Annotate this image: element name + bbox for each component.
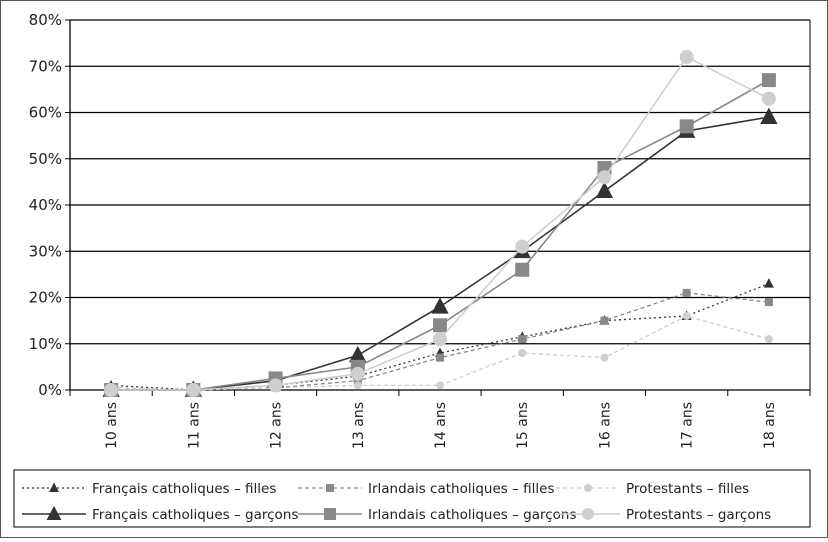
legend: Français catholiques – filles Irlandais c… [14, 470, 810, 527]
y-tick-label: 40% [29, 196, 62, 214]
marker-circle [436, 381, 444, 389]
marker-circle [762, 92, 776, 106]
marker-circle [186, 383, 200, 397]
marker-square [324, 508, 336, 520]
marker-square [515, 263, 529, 277]
marker-circle [433, 332, 447, 346]
marker-square [680, 119, 694, 133]
y-tick-label: 30% [29, 242, 62, 260]
marker-circle [518, 349, 526, 357]
legend-label: Français catholiques – filles [92, 481, 276, 497]
y-tick-label: 80% [29, 11, 62, 29]
marker-square [762, 73, 776, 87]
x-tick-label: 17 ans [680, 402, 696, 449]
x-tick-label: 15 ans [515, 402, 531, 449]
marker-square [765, 298, 773, 306]
marker-square [518, 335, 526, 343]
legend-label: Protestants – garçons [626, 507, 771, 523]
marker-circle [584, 484, 592, 492]
x-tick-label: 18 ans [762, 402, 778, 449]
marker-circle [351, 367, 365, 381]
marker-circle [597, 170, 611, 184]
x-tick-label: 13 ans [351, 402, 367, 449]
x-tick-label: 12 ans [269, 402, 285, 449]
marker-circle [515, 240, 529, 254]
marker-circle [269, 378, 283, 392]
y-tick-label: 70% [29, 57, 62, 75]
legend-label: Protestants – filles [626, 481, 749, 497]
y-tick-label: 50% [29, 150, 62, 168]
marker-circle [600, 354, 608, 362]
y-tick-label: 0% [38, 381, 62, 399]
marker-square [436, 354, 444, 362]
y-tick-label: 60% [29, 104, 62, 122]
marker-circle [680, 50, 694, 64]
marker-circle [582, 508, 594, 520]
legend-label: Irlandais catholiques – garçons [368, 507, 577, 523]
marker-square [433, 318, 447, 332]
x-tick-label: 11 ans [186, 402, 202, 449]
x-tick-label: 16 ans [597, 402, 613, 449]
y-tick-label: 10% [29, 335, 62, 353]
y-tick-label: 20% [29, 289, 62, 307]
x-tick-label: 14 ans [433, 402, 449, 449]
marker-circle [354, 381, 362, 389]
marker-circle [104, 383, 118, 397]
marker-circle [765, 335, 773, 343]
marker-square [683, 289, 691, 297]
legend-label: Français catholiques – garçons [92, 507, 298, 523]
marker-square [600, 317, 608, 325]
x-tick-label: 10 ans [104, 402, 120, 449]
legend-label: Irlandais catholiques – filles [368, 481, 554, 497]
marker-square [326, 484, 334, 492]
marker-circle [683, 312, 691, 320]
